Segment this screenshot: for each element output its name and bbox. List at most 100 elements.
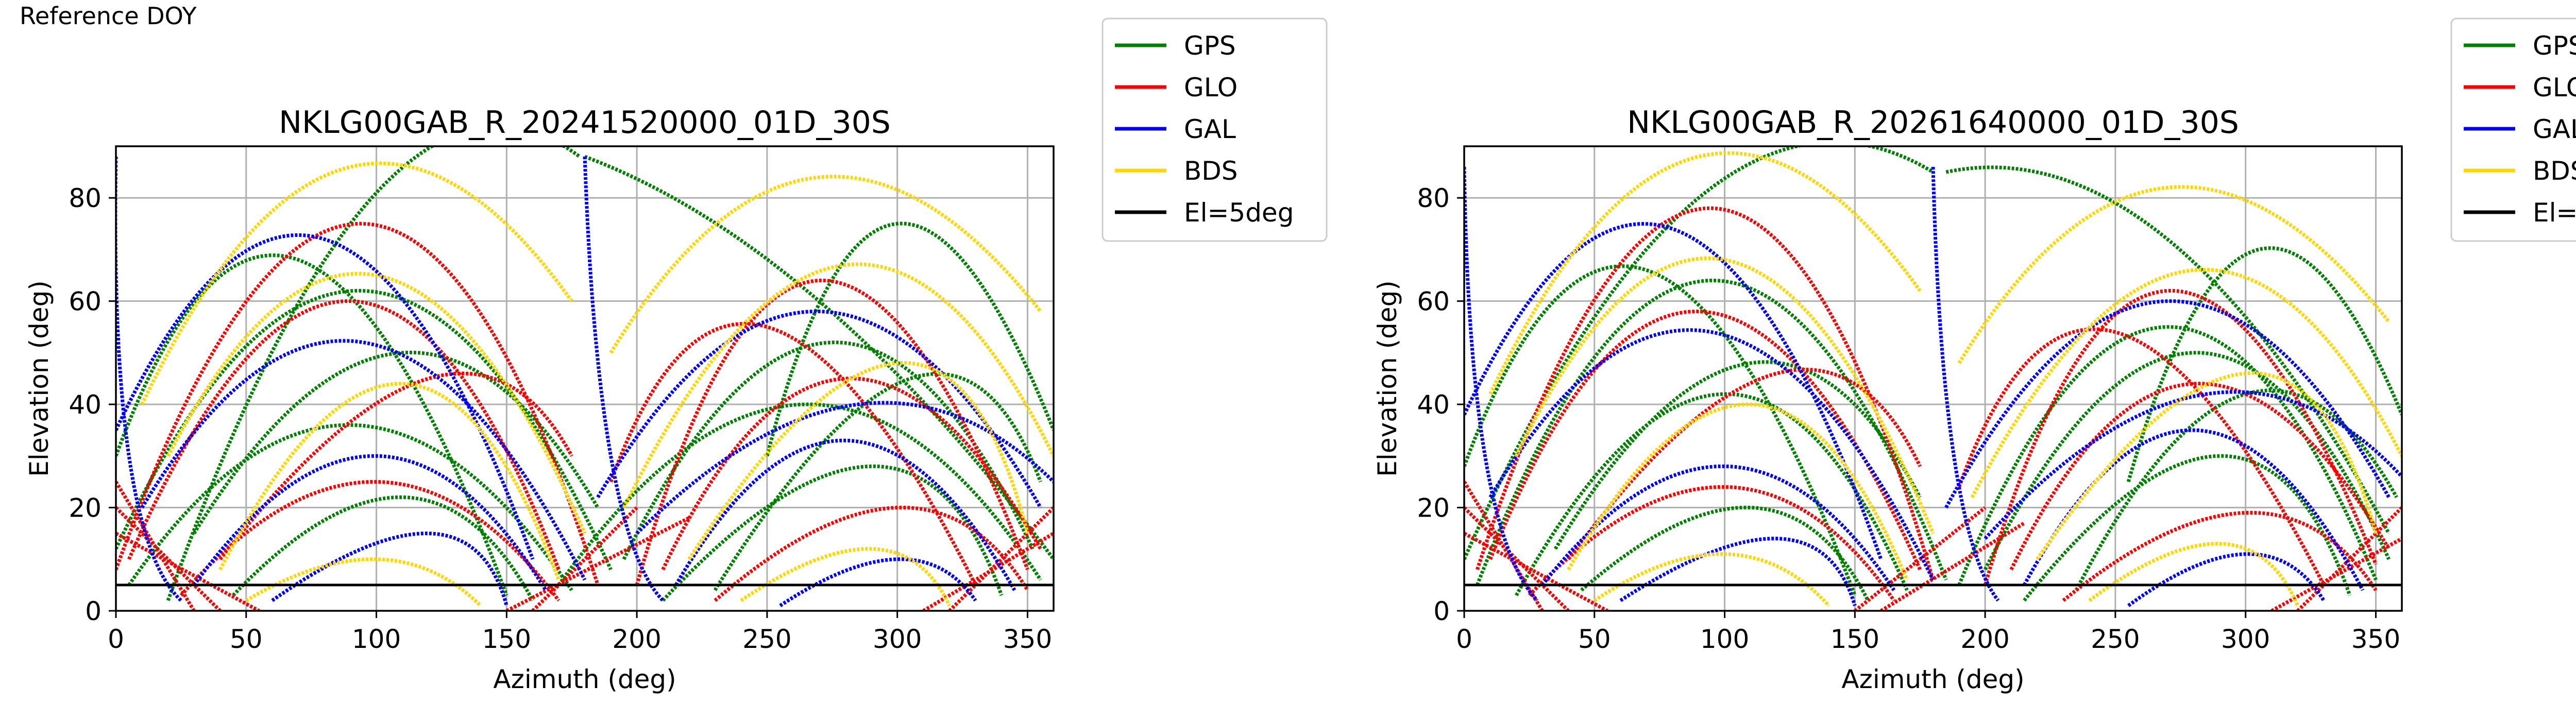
satellite-track xyxy=(2074,388,2398,591)
satellite-track xyxy=(218,371,573,560)
satellite-track xyxy=(622,262,1054,509)
satellite-track xyxy=(116,233,535,560)
satellite-track xyxy=(1580,506,1870,602)
x-tick-label: 150 xyxy=(482,624,531,654)
satellite-track xyxy=(1515,392,1909,596)
satellite-track xyxy=(1619,537,1857,606)
satellite-track xyxy=(505,516,690,611)
satellite-track xyxy=(1957,185,2391,364)
satellite-track xyxy=(1567,367,1922,560)
x-tick-label: 350 xyxy=(1003,624,1052,654)
satellite-track xyxy=(1464,222,1883,560)
series-bds xyxy=(140,161,1054,607)
chart-title: NKLG00GAB_R_20241520000_01D_30S xyxy=(279,105,891,141)
satellite-track xyxy=(674,438,1016,591)
y-tick-label: 60 xyxy=(69,287,101,317)
satellite-track xyxy=(1528,485,1896,602)
satellite-track xyxy=(116,221,600,586)
satellite-track xyxy=(1488,310,1922,571)
x-tick-label: 50 xyxy=(230,624,263,654)
series-gps xyxy=(1464,146,2402,602)
satellite-track xyxy=(714,505,1029,602)
legend-label: GLO xyxy=(1184,73,1238,102)
legend-label: El=5deg xyxy=(2533,198,2576,228)
legend-label: GAL xyxy=(2533,114,2576,144)
satellite-track xyxy=(1567,402,1909,581)
satellite-track xyxy=(245,557,482,607)
x-tick-label: 50 xyxy=(1578,624,1611,654)
satellite-track xyxy=(622,340,1035,560)
satellite-track xyxy=(2126,246,2402,483)
satellite-track xyxy=(1593,552,1831,607)
satellite-track xyxy=(713,372,1042,591)
satellite-track xyxy=(2036,371,2378,560)
satellite-track xyxy=(765,221,1054,457)
satellite-track xyxy=(1464,264,1857,596)
satellite-track xyxy=(2023,454,2352,602)
x-tick-label: 300 xyxy=(2221,624,2270,654)
satellite-track xyxy=(2270,537,2402,611)
legend-label: GLO xyxy=(2533,73,2576,102)
satellite-track xyxy=(584,155,1054,560)
satellite-track xyxy=(1464,481,1544,611)
axes-frame xyxy=(115,145,1055,612)
satellite-track xyxy=(127,423,573,591)
satellite-track xyxy=(635,401,1054,535)
x-tick-label: 150 xyxy=(1831,624,1879,654)
y-tick-label: 40 xyxy=(1417,390,1450,420)
series-glo xyxy=(1464,206,2402,611)
y-axis-label: Elevation (deg) xyxy=(24,280,54,476)
satellite-track xyxy=(1553,360,1922,550)
satellite-track xyxy=(609,175,1042,354)
axes-frame xyxy=(1463,145,2403,612)
satellite-track xyxy=(1464,146,1934,560)
y-tick-label: 40 xyxy=(69,390,101,420)
y-tick-label: 80 xyxy=(69,183,101,213)
satellite-track xyxy=(166,271,587,535)
satellite-track xyxy=(662,464,1004,602)
legend-label: El=5deg xyxy=(1184,198,1294,228)
satellite-track xyxy=(1464,532,1608,611)
satellite-track xyxy=(635,279,1029,586)
x-tick-label: 200 xyxy=(612,624,661,654)
legend-label: GPS xyxy=(2533,31,2576,61)
reference-doy-label: Reference DOY xyxy=(20,2,197,30)
satellite-track xyxy=(596,310,1042,509)
series-bds xyxy=(1488,151,2402,607)
satellite-track xyxy=(2127,552,2326,607)
satellite-track xyxy=(2088,542,2299,607)
satellite-track xyxy=(740,547,951,607)
y-tick-label: 0 xyxy=(1433,596,1450,626)
satellite-track xyxy=(1983,351,2391,571)
satellite-track xyxy=(1957,327,2326,586)
x-tick-label: 100 xyxy=(352,624,401,654)
legend-label: GPS xyxy=(1184,31,1236,61)
satellite-track xyxy=(1464,167,1539,602)
satellite-track xyxy=(1984,390,2402,540)
y-tick-label: 20 xyxy=(69,493,101,523)
legend: GPS GLO GAL BDS El=5deg xyxy=(1101,18,1328,242)
satellite-track xyxy=(140,339,587,581)
satellite-track xyxy=(1475,206,1935,580)
legend-frame xyxy=(1101,18,1328,242)
satellite-track xyxy=(1880,521,2025,611)
chart-panel-2: 0 50 100 150 200 250 300 350 0 20 40 60 80 NKLG00GAB_… xyxy=(1372,18,2576,694)
y-tick-label: 60 xyxy=(1417,287,1450,317)
x-tick-label: 350 xyxy=(2351,624,2400,654)
satellite-track xyxy=(116,253,509,596)
satellite-track xyxy=(1945,165,2391,535)
y-tick-label: 80 xyxy=(1417,183,1450,213)
chart-panel-1: 0 50 100 150 200 250 300 350 0 20 40 60 80 NKLG00GAB_… xyxy=(24,18,1328,694)
x-tick-label: 250 xyxy=(2091,624,2140,654)
x-tick-label: 100 xyxy=(1700,624,1749,654)
satellite-track xyxy=(116,532,260,611)
satellite-track xyxy=(140,161,573,405)
x-tick-label: 250 xyxy=(742,624,791,654)
y-tick-label: 0 xyxy=(85,596,101,626)
satellite-track xyxy=(1931,167,2000,602)
series-gps xyxy=(116,146,1054,602)
satellite-track xyxy=(1983,288,2378,586)
legend-label: BDS xyxy=(1184,156,1238,186)
satellite-track xyxy=(231,495,534,602)
x-tick-label: 300 xyxy=(873,624,922,654)
